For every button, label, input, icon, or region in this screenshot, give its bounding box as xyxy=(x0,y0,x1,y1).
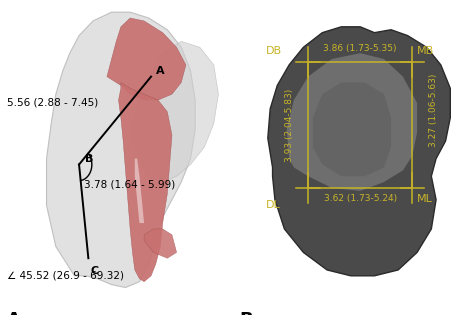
Polygon shape xyxy=(135,159,144,223)
Polygon shape xyxy=(268,27,450,276)
Text: C: C xyxy=(91,266,99,276)
Text: 3.78 (1.64 - 5.99): 3.78 (1.64 - 5.99) xyxy=(84,180,175,190)
Polygon shape xyxy=(132,42,219,182)
Text: MB: MB xyxy=(417,46,434,56)
Text: ∠ 45.52 (26.9 - 69.32): ∠ 45.52 (26.9 - 69.32) xyxy=(7,271,124,281)
Text: 5.56 (2.88 - 7.45): 5.56 (2.88 - 7.45) xyxy=(7,98,98,108)
Text: DB: DB xyxy=(265,46,282,56)
Text: 3.86 (1.73-5.35): 3.86 (1.73-5.35) xyxy=(323,44,397,53)
Text: DL: DL xyxy=(265,200,280,210)
Text: 3.93 (2.04-5.83): 3.93 (2.04-5.83) xyxy=(285,88,293,162)
Text: 3.62 (1.73-5.24): 3.62 (1.73-5.24) xyxy=(324,194,397,203)
Polygon shape xyxy=(313,83,391,176)
Polygon shape xyxy=(144,229,177,258)
Polygon shape xyxy=(118,83,172,282)
Polygon shape xyxy=(107,18,186,100)
Polygon shape xyxy=(287,53,417,191)
Text: A: A xyxy=(155,66,164,76)
Text: B: B xyxy=(85,154,93,163)
Text: 3.27 (1.06-5.63): 3.27 (1.06-5.63) xyxy=(429,74,438,147)
Text: A: A xyxy=(7,311,21,315)
Text: B: B xyxy=(239,311,253,315)
Polygon shape xyxy=(46,12,195,288)
Text: ML: ML xyxy=(417,194,433,204)
